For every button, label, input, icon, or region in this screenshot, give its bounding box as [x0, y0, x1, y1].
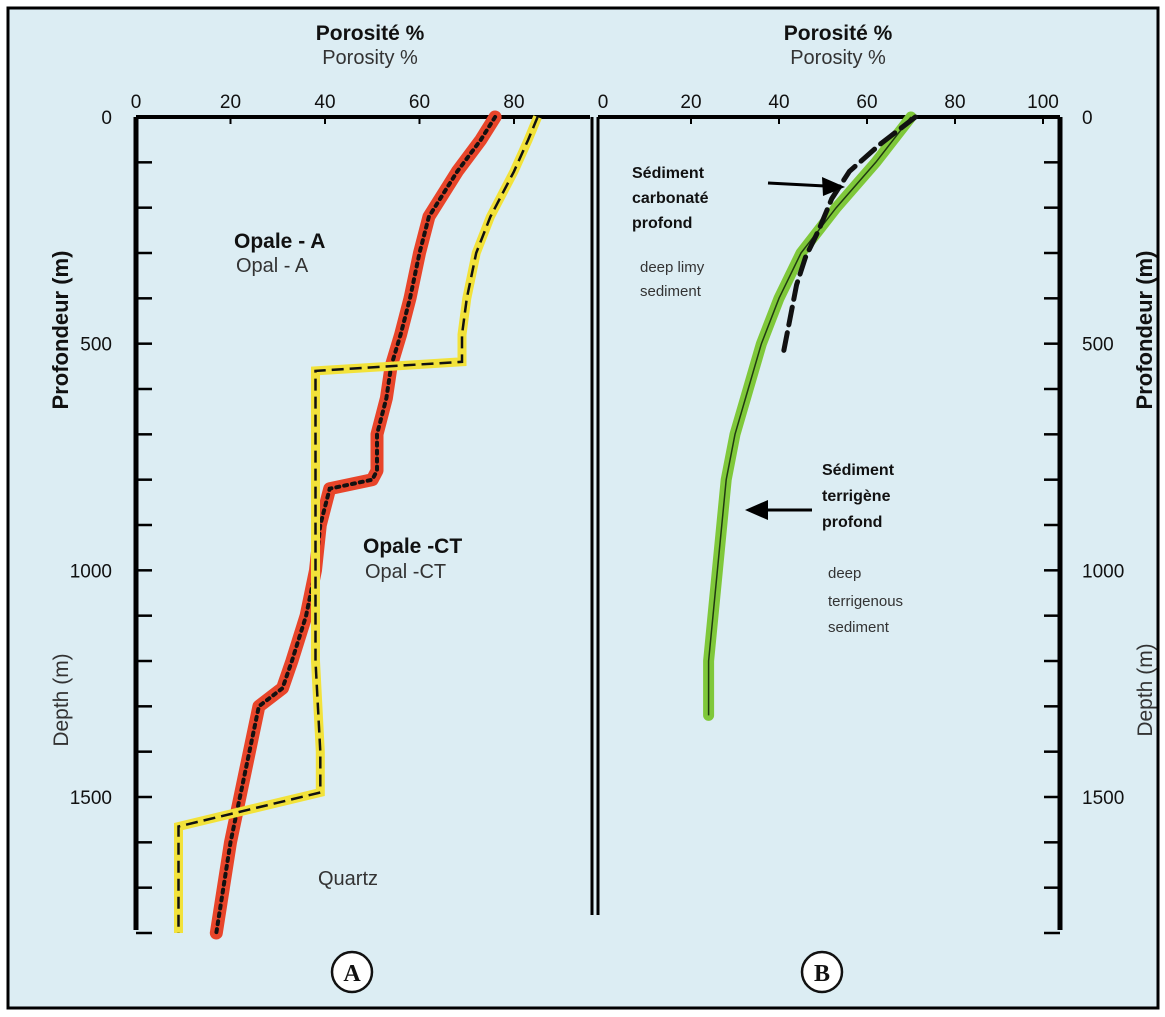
panel-a-ylabel-fr: Profondeur (m): [48, 251, 73, 410]
x-tick-label: 80: [503, 92, 524, 113]
label-opale-ct-en: Opal -CT: [365, 561, 446, 583]
y-tick-label: 1000: [1082, 561, 1124, 582]
x-tick-label: 40: [314, 92, 335, 113]
panel-a-title: Porosité %: [316, 22, 425, 45]
label-carbonate-en-1: deep limy: [640, 259, 705, 276]
panel-b-title: Porosité %: [784, 22, 893, 45]
panel-b-letter: B: [814, 961, 830, 987]
y-tick-label: 0: [101, 108, 112, 129]
panel-b-badge: B: [800, 950, 844, 994]
panel-a-letter: A: [343, 961, 361, 987]
panel-b-subtitle: Porosity %: [790, 47, 886, 69]
label-carbonate-en-2: sediment: [640, 283, 702, 300]
panel-a-badge: A: [330, 950, 374, 994]
panel-a-series: [174, 110, 542, 940]
label-carbonate-fr-2: carbonaté: [632, 190, 709, 207]
label-carbonate-fr-3: profond: [632, 215, 692, 232]
label-terrigene-fr-1: Sédiment: [822, 462, 895, 479]
label-opale-a-en: Opal - A: [236, 255, 309, 277]
panel-a-ticks: 0 20 40 60 80 0 500 1000 1500: [70, 92, 525, 935]
label-terrigene-fr-3: profond: [822, 514, 882, 531]
y-tick-label: 500: [1082, 335, 1114, 356]
label-carbonate-fr-1: Sédiment: [632, 165, 705, 182]
label-terrigene-fr-2: terrigène: [822, 488, 891, 505]
panel-a-ylabel-en: Depth (m): [50, 653, 73, 746]
x-tick-label: 60: [856, 92, 877, 113]
x-tick-label: 80: [944, 92, 965, 113]
label-opale-a-fr: Opale - A: [234, 230, 325, 253]
arrow-carbonate: [767, 177, 845, 196]
label-terrigene-en-3: sediment: [828, 619, 890, 636]
label-quartz: Quartz: [318, 868, 378, 890]
arrow-terrigene: [745, 500, 812, 520]
series-terrigenous-line: [707, 116, 912, 716]
panel-b-ylabel-en: Depth (m): [1134, 643, 1157, 736]
label-terrigene-en-1: deep: [828, 565, 861, 582]
x-tick-label: 0: [598, 92, 609, 113]
x-tick-label: 0: [131, 92, 142, 113]
series-opal-dots: [214, 115, 498, 935]
panel-b-series: [703, 111, 918, 721]
y-tick-label: 500: [80, 335, 112, 356]
x-tick-label: 100: [1027, 92, 1059, 113]
series-opal-dashes: [177, 116, 539, 933]
label-opale-ct-fr: Opale -CT: [363, 535, 462, 558]
panel-b-ylabel-fr: Profondeur (m): [1132, 251, 1157, 410]
label-terrigene-en-2: terrigenous: [828, 593, 903, 610]
panel-a-subtitle: Porosity %: [322, 47, 418, 69]
x-tick-label: 20: [680, 92, 701, 113]
figure-frame: [6, 6, 1160, 1010]
x-tick-label: 40: [768, 92, 789, 113]
y-tick-label: 1500: [1082, 788, 1124, 809]
x-tick-label: 60: [409, 92, 430, 113]
y-tick-label: 1000: [70, 561, 112, 582]
series-carbonate-dashed: [780, 114, 918, 356]
x-tick-label: 20: [220, 92, 241, 113]
y-tick-label: 1500: [70, 788, 112, 809]
y-tick-label: 0: [1082, 108, 1093, 129]
